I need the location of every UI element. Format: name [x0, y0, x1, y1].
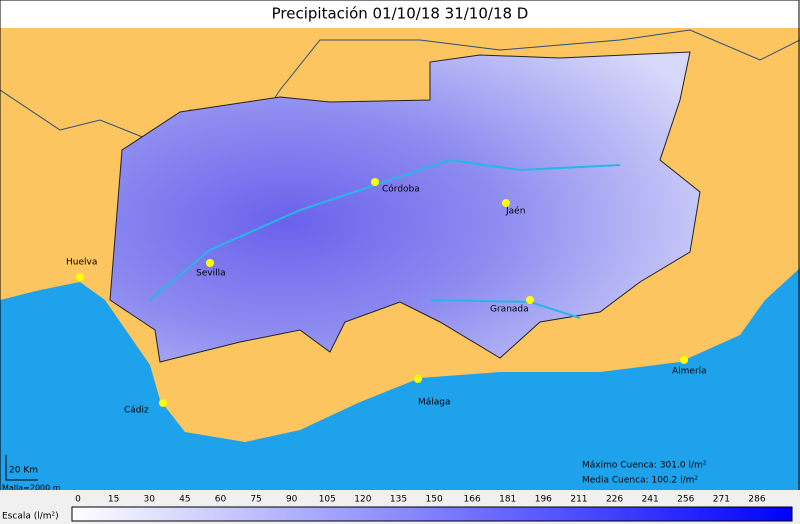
city-label: Huelva: [66, 258, 97, 268]
legend-tick-label: 150: [426, 495, 443, 505]
city-markers: [76, 178, 688, 407]
city-dot: [414, 375, 422, 383]
legend-tick-label: 271: [713, 495, 730, 505]
title: Precipitación 01/10/18 31/10/18 D: [272, 5, 529, 23]
scale-distance: 20 Km: [9, 466, 38, 476]
legend-tick-label: 241: [642, 495, 659, 505]
legend-tick-label: 135: [390, 495, 407, 505]
border: [0, 29, 800, 141]
city-label: Sevilla: [196, 269, 226, 279]
basin: [109, 51, 701, 363]
legend-label: Escala (l/m²): [2, 512, 59, 522]
legend-tick-label: 286: [748, 495, 765, 505]
sea: [0, 268, 800, 490]
city-dot: [371, 178, 379, 186]
legend-tick-label: 120: [354, 495, 371, 505]
legend-tick-label: 196: [535, 495, 552, 505]
city-dot: [206, 259, 214, 267]
city-label: Cádiz: [124, 406, 149, 416]
legend-tick-label: 45: [179, 495, 190, 505]
legend-tick-label: 166: [464, 495, 481, 505]
city-dot: [502, 199, 510, 207]
legend-ticks: 0 15 30 45 60 75 90 105 120 135 150 166 181 196 211 226…: [75, 495, 766, 505]
city-label: Jaén: [505, 206, 525, 217]
legend-tick-label: 0: [75, 495, 81, 505]
legend-tick-label: 226: [606, 495, 623, 505]
legend-tick-label: 256: [677, 495, 694, 505]
city-dot: [680, 356, 688, 364]
city-label: Almería: [672, 367, 707, 377]
legend-tick-label: 60: [215, 495, 227, 505]
color-bar: [71, 506, 793, 522]
legend-tick-label: 90: [286, 495, 298, 505]
scale-grid: Malla=2000 m: [2, 484, 61, 493]
city-dot: [526, 296, 534, 304]
stat-mean: Media Cuenca: 100.2 l/m²: [582, 476, 698, 486]
city-dot: [76, 273, 84, 281]
legend-tick-label: 211: [570, 495, 587, 505]
city-label: Granada: [490, 305, 529, 315]
city-dot: [159, 399, 167, 407]
legend-tick-label: 15: [108, 495, 119, 505]
scale-bar: [5, 455, 38, 481]
legend-tick-label: 75: [250, 495, 261, 505]
city-label: Málaga: [418, 398, 451, 408]
legend-tick-label: 105: [319, 495, 336, 505]
city-label: Córdoba: [382, 184, 420, 195]
legend-tick-label: 181: [499, 495, 516, 505]
stat-max: Máximo Cuenca: 301.0 l/m²: [582, 461, 707, 471]
legend-tick-label: 30: [143, 495, 155, 505]
